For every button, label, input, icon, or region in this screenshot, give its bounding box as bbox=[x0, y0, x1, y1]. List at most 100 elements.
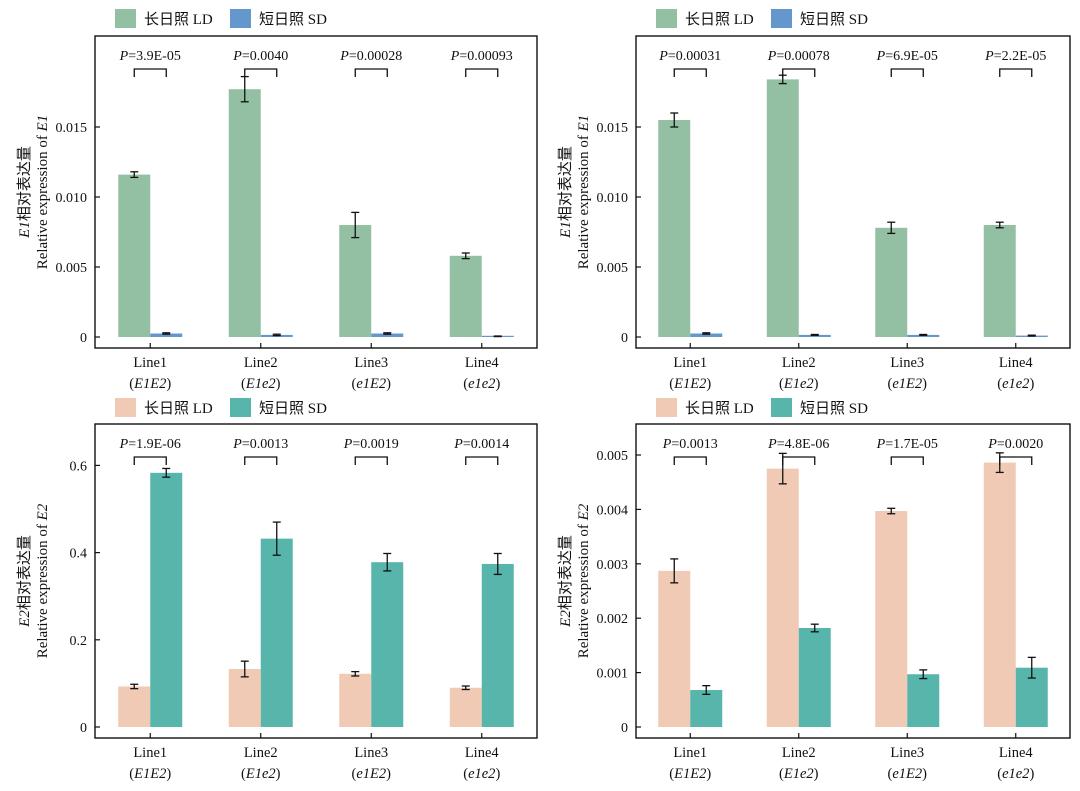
x-tick-label-genotype: (E1e2) bbox=[779, 376, 819, 392]
bar-ld bbox=[658, 120, 691, 337]
x-tick-label-line: Line2 bbox=[244, 745, 278, 761]
y-tick-label: 0.6 bbox=[70, 459, 88, 474]
category-group-line2: Line2 (E1e2) P=0.0040 bbox=[228, 49, 293, 392]
p-value-label: P=0.00031 bbox=[658, 49, 721, 64]
x-tick-label-genotype: (E1E2) bbox=[129, 766, 171, 782]
significance-bracket bbox=[999, 456, 1033, 465]
y-tick-label: 0 bbox=[621, 721, 628, 736]
legend-label-ld: 长日照 LD bbox=[144, 11, 213, 28]
y-tick-label: 0.005 bbox=[56, 261, 88, 276]
category-group-line3: Line3 (e1E2) P=1.7E-05 bbox=[875, 437, 940, 782]
significance-bracket bbox=[782, 68, 816, 77]
legend: 长日照 LD 短日照 SD bbox=[115, 9, 327, 28]
p-value-label: P=6.9E-05 bbox=[876, 49, 938, 64]
x-tick-label-line: Line4 bbox=[999, 355, 1034, 371]
legend-swatch-sd bbox=[771, 398, 792, 417]
p-value-label: P=0.00078 bbox=[767, 49, 830, 64]
x-tick-label-line: Line1 bbox=[133, 355, 167, 371]
bar-ld bbox=[118, 686, 151, 727]
x-tick-label-genotype: (E1E2) bbox=[669, 766, 711, 782]
category-group-line3: Line3 (e1E2) P=6.9E-05 bbox=[875, 49, 940, 392]
significance-bracket bbox=[133, 68, 167, 77]
y-tick-label: 0 bbox=[80, 331, 87, 346]
bar-ld bbox=[449, 255, 482, 337]
legend: 长日照 LD 短日照 SD bbox=[115, 398, 327, 417]
x-tick-label-genotype: (E1E2) bbox=[669, 376, 711, 392]
legend: 长日照 LD 短日照 SD bbox=[656, 9, 868, 28]
significance-bracket bbox=[782, 456, 816, 465]
bar-ld bbox=[983, 225, 1016, 337]
bar-sd bbox=[371, 562, 404, 727]
category-group-line1: Line1 (E1E2) P=1.9E-06 bbox=[118, 437, 183, 782]
axis-frame bbox=[94, 35, 538, 349]
significance-bracket bbox=[673, 68, 707, 77]
legend: 长日照 LD 短日照 SD bbox=[656, 398, 868, 417]
p-value-label: P=0.0014 bbox=[453, 437, 509, 452]
x-tick-label-genotype: (e1E2) bbox=[888, 376, 928, 392]
significance-bracket bbox=[890, 68, 924, 77]
axis-frame bbox=[635, 423, 1071, 739]
bar-sd bbox=[481, 563, 514, 727]
p-value-label: P=0.0013 bbox=[662, 437, 718, 452]
bar-ld bbox=[339, 225, 372, 337]
y-tick-label: 0.015 bbox=[597, 121, 629, 136]
bar-ld bbox=[118, 174, 151, 337]
x-tick-label-line: Line4 bbox=[465, 745, 500, 761]
bar-ld bbox=[875, 227, 908, 337]
x-tick-label-line: Line3 bbox=[354, 355, 388, 371]
category-group-line1: Line1 (E1E2) P=0.0013 bbox=[658, 437, 723, 782]
bar-sd bbox=[690, 690, 723, 727]
significance-bracket bbox=[673, 456, 707, 465]
legend-swatch-sd bbox=[230, 9, 251, 28]
bar-sd bbox=[371, 333, 404, 337]
x-tick-label-line: Line4 bbox=[999, 745, 1034, 761]
x-tick-label-line: Line4 bbox=[465, 355, 500, 371]
bar-ld bbox=[449, 687, 482, 727]
x-tick-label-genotype: (E1e2) bbox=[241, 766, 281, 782]
x-tick-label-line: Line1 bbox=[673, 355, 707, 371]
bar-sd bbox=[260, 538, 293, 727]
bar-sd bbox=[150, 472, 183, 727]
p-value-label: P=4.8E-06 bbox=[767, 437, 829, 452]
bar-sd bbox=[690, 333, 723, 337]
p-value-label: P=0.00028 bbox=[339, 49, 402, 64]
x-tick-label-genotype: (E1e2) bbox=[241, 376, 281, 392]
p-value-label: P=3.9E-05 bbox=[119, 49, 181, 64]
category-group-line2: Line2 (E1e2) P=0.00078 bbox=[766, 49, 831, 392]
x-tick-label-genotype: (E1E2) bbox=[129, 376, 171, 392]
x-tick-label-line: Line3 bbox=[354, 745, 388, 761]
y-axis-label-cn: E1相对表达量 bbox=[16, 146, 33, 239]
significance-bracket bbox=[465, 68, 499, 77]
x-tick-label-genotype: (e1E2) bbox=[888, 766, 928, 782]
y-axis-label-en: Relative expression of E2 bbox=[35, 503, 51, 658]
y-tick-label: 0.010 bbox=[597, 191, 629, 206]
bar-sd bbox=[798, 627, 831, 727]
bar-ld bbox=[228, 669, 261, 727]
x-tick-label-genotype: (e1E2) bbox=[352, 376, 392, 392]
significance-bracket bbox=[354, 68, 388, 77]
legend-swatch-ld bbox=[115, 398, 136, 417]
y-tick-label: 0.002 bbox=[597, 612, 629, 627]
category-group-line1: Line1 (E1E2) P=0.00031 bbox=[658, 49, 723, 392]
bar-ld bbox=[228, 89, 261, 337]
legend-swatch-ld bbox=[115, 9, 136, 28]
significance-bracket bbox=[244, 456, 278, 465]
y-tick-label: 0.001 bbox=[597, 667, 629, 682]
x-tick-label-genotype: (e1e2) bbox=[463, 766, 500, 782]
significance-bracket bbox=[890, 456, 924, 465]
y-axis-label-cn: E2相对表达量 bbox=[16, 535, 33, 628]
significance-bracket bbox=[244, 68, 278, 77]
p-value-label: P=0.00093 bbox=[450, 49, 513, 64]
y-axis-label-en: Relative expression of E1 bbox=[35, 115, 51, 270]
axis-frame bbox=[635, 35, 1071, 349]
category-group-line1: Line1 (E1E2) P=3.9E-05 bbox=[118, 49, 183, 392]
x-tick-label-genotype: (e1e2) bbox=[997, 766, 1034, 782]
legend-label-sd: 短日照 SD bbox=[259, 11, 327, 28]
axis-frame bbox=[94, 423, 538, 739]
x-tick-label-line: Line1 bbox=[133, 745, 167, 761]
p-value-label: P=1.9E-06 bbox=[119, 437, 181, 452]
x-tick-label-line: Line2 bbox=[244, 355, 278, 371]
p-value-label: P=0.0040 bbox=[232, 49, 288, 64]
legend-swatch-sd bbox=[230, 398, 251, 417]
